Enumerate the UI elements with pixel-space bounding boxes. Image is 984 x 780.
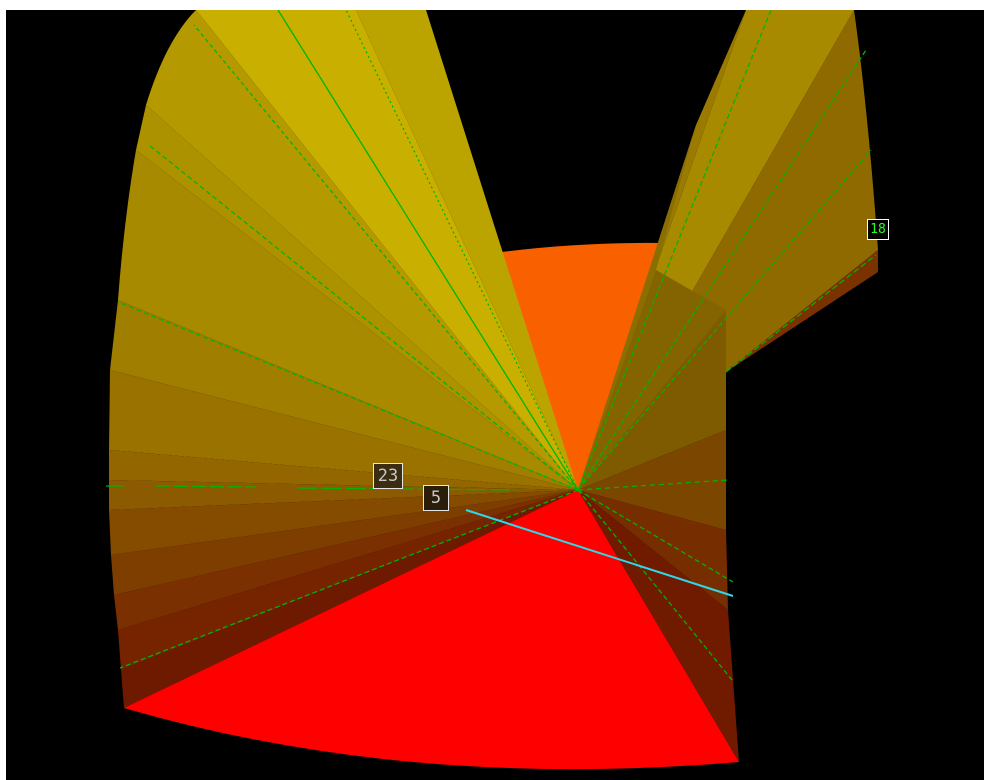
cyan-measure-line[interactable] <box>465 509 734 597</box>
label-18-text: 18 <box>870 222 886 237</box>
label-tag-18[interactable]: 18 <box>867 219 889 240</box>
scene-canvas[interactable] <box>6 10 984 780</box>
left-fan-surface <box>109 10 578 708</box>
red-sector <box>124 490 739 770</box>
orange-sector <box>494 242 662 490</box>
3d-viewport[interactable]: 23 5 18 <box>6 10 984 780</box>
label-tag-23[interactable]: 23 <box>373 463 403 489</box>
label-5-text: 5 <box>430 488 442 508</box>
label-tag-5[interactable]: 5 <box>423 485 449 511</box>
guide-lines <box>106 10 877 681</box>
label-23-text: 23 <box>377 466 399 486</box>
